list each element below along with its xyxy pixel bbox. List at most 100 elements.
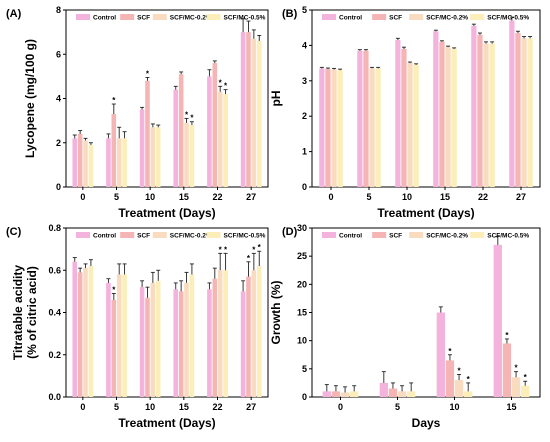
bar (251, 38, 257, 188)
y-tick-label: 5 (302, 364, 307, 374)
bar (395, 40, 401, 188)
bar (184, 122, 189, 187)
significance-mark: * (247, 254, 251, 263)
bar (139, 287, 145, 397)
bar (471, 25, 477, 188)
y-tick-label: 0.8 (48, 223, 61, 233)
bar (477, 34, 483, 187)
y-tick-label: 4 (56, 94, 61, 104)
bar (246, 32, 251, 187)
bar (363, 50, 369, 188)
y-tick-label: 8 (56, 5, 61, 15)
bar (375, 68, 381, 187)
bar (173, 289, 179, 397)
bar (116, 274, 122, 397)
bar (454, 380, 464, 397)
x-tick-label: 5 (395, 402, 400, 412)
legend-label: SCF/MC-0.5% (487, 233, 529, 240)
bar (173, 89, 179, 187)
legend-label: Control (93, 233, 116, 240)
bar (116, 138, 122, 187)
significance-mark: * (219, 245, 223, 254)
significance-mark: * (514, 364, 518, 373)
y-tick-label: 30 (297, 223, 307, 233)
x-tick-label: 15 (440, 192, 450, 202)
significance-mark: * (457, 366, 461, 375)
bar (433, 31, 439, 187)
bar (521, 38, 527, 187)
y-tick-label: 10 (297, 336, 307, 346)
bar (240, 32, 246, 187)
y-axis-title: Titratable acidity (11, 265, 25, 360)
plot-frame (65, 227, 269, 398)
y-axis-title: Lycopene (mg/100 g) (23, 39, 37, 158)
bar (223, 94, 228, 187)
x-tick-label: 22 (478, 192, 488, 202)
legend-swatch (152, 232, 167, 238)
bar (325, 69, 331, 187)
x-tick-label: 15 (179, 402, 189, 412)
bar (122, 138, 127, 187)
bar (240, 291, 246, 397)
legend-swatch (470, 232, 485, 238)
legend-swatch (322, 232, 336, 238)
legend-label: SCF (137, 15, 150, 22)
x-tick-label: 15 (506, 402, 516, 412)
bar (489, 43, 495, 187)
x-tick-label: 27 (516, 192, 526, 202)
bar (72, 261, 78, 397)
x-tick-label: 27 (246, 192, 256, 202)
bar (401, 48, 407, 187)
x-axis-title: Treatment (Days) (118, 416, 215, 430)
y-tick-label: 1 (302, 147, 307, 157)
legend-swatch (409, 232, 424, 238)
bar (155, 280, 161, 397)
x-tick-label: 5 (114, 402, 119, 412)
legend-label: SCF/MC-0.5% (224, 233, 266, 240)
bar (155, 127, 161, 187)
plot-frame (311, 9, 541, 188)
significance-mark: * (258, 243, 262, 252)
legend-swatch (372, 232, 387, 238)
significance-mark: * (252, 245, 256, 254)
bar (111, 113, 117, 187)
y-tick-label: 4 (302, 40, 307, 50)
bar (178, 291, 184, 397)
legend-label: Control (339, 15, 362, 22)
x-tick-label: 0 (338, 402, 343, 412)
y-tick-label: 0.4 (48, 308, 61, 318)
bar (145, 297, 150, 397)
significance-mark: * (219, 78, 223, 87)
y-axis-title: pH (269, 91, 283, 107)
legend-label: SCF (389, 233, 402, 240)
bar (397, 391, 407, 397)
chart-panel-2: (C)0.00.20.40.60.80 5 10 15 22 27** *** *Contro… (6, 223, 269, 430)
plot-frame (65, 9, 269, 188)
x-tick-label: 0 (80, 402, 85, 412)
bar (331, 391, 341, 397)
bar (178, 74, 184, 187)
bar (451, 48, 457, 187)
y-tick-label: 0 (302, 182, 307, 192)
bar (413, 64, 419, 187)
bar (483, 43, 489, 187)
panel-label: (A) (6, 8, 22, 20)
bar (493, 244, 502, 397)
bar (217, 270, 223, 397)
y-tick-label: 2 (302, 111, 307, 121)
bar (357, 50, 363, 188)
legend-swatch (409, 14, 424, 20)
legend-label: Control (339, 233, 362, 240)
bar (502, 343, 512, 397)
legend-label: SCF/MC-0.2% (170, 233, 212, 240)
significance-mark: * (112, 96, 116, 105)
y-tick-label: 3 (302, 76, 307, 86)
bar (223, 270, 228, 397)
legend-label: Control (93, 15, 116, 22)
y-axis-title: (% of citric acid) (25, 266, 39, 359)
legend-swatch (76, 232, 90, 238)
significance-mark: * (146, 69, 150, 78)
legend-label: SCF/MC-0.2% (426, 233, 468, 240)
significance-mark: * (224, 245, 228, 254)
bar (83, 268, 88, 397)
